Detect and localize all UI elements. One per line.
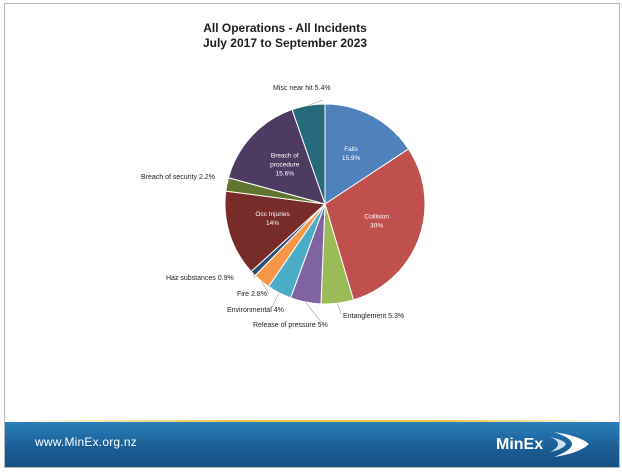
pie-chart: Falls 15.9% Collision 30% Entanglement 5.3% R… <box>141 85 426 329</box>
pie-slices <box>224 103 426 305</box>
chart-title: All Operations - All Incidents July 2017… <box>5 21 565 51</box>
logo-swoosh-icon <box>550 432 589 457</box>
slice-label: Entanglement 5.3% <box>343 313 404 320</box>
pie-slice-breach-of-procedure <box>227 108 326 205</box>
chart-title-line1: All Operations - All Incidents <box>203 21 367 35</box>
slice-label: Misc near hit 5.4% <box>273 85 331 92</box>
leader-line <box>305 301 322 323</box>
slice-label: Occ Injuries <box>255 211 290 218</box>
leader-line <box>226 180 232 185</box>
leader-line <box>270 292 280 310</box>
slice-label: Collision <box>364 213 389 220</box>
pie-slice-collision <box>324 148 426 301</box>
slice-label: 15.9% <box>342 155 361 162</box>
leader-line <box>252 273 256 279</box>
pie-slice-misc-near-hit <box>291 103 326 205</box>
slice-label: Breach of <box>271 152 299 159</box>
pie-slice-occ-injuries <box>224 190 327 273</box>
logo-text: MinEx <box>496 436 544 453</box>
slide: All Operations - All Incidents July 2017… <box>4 3 620 468</box>
pie-labels: Falls 15.9% Collision 30% Entanglement 5.3% R… <box>141 85 404 329</box>
slice-label: Falls <box>344 146 358 153</box>
slice-label: 14% <box>266 220 279 227</box>
leader-line <box>337 303 342 315</box>
minex-logo: MinEx <box>492 428 592 460</box>
pie-slice-falls <box>324 103 410 205</box>
leader-line <box>308 99 324 106</box>
slice-label: 30% <box>370 222 383 229</box>
footer-divider <box>5 420 619 422</box>
leader-line <box>261 281 270 295</box>
slice-label: procedure <box>270 161 300 168</box>
slice-label: Breach of security 2.2% <box>141 174 215 181</box>
slice-label: Environmental 4% <box>227 307 284 314</box>
footer-bar: www.MinEx.org.nz MinEx <box>5 422 619 467</box>
chart-subtitle: July 2017 to September 2023 <box>202 36 368 50</box>
slice-label: Release of pressure 5% <box>253 322 328 329</box>
website-link[interactable]: www.MinEx.org.nz <box>35 435 137 449</box>
slice-label: Fire 2.8% <box>237 291 267 298</box>
slice-label: 15.6% <box>276 170 295 177</box>
slice-label: Haz substances 0.9% <box>166 275 234 282</box>
